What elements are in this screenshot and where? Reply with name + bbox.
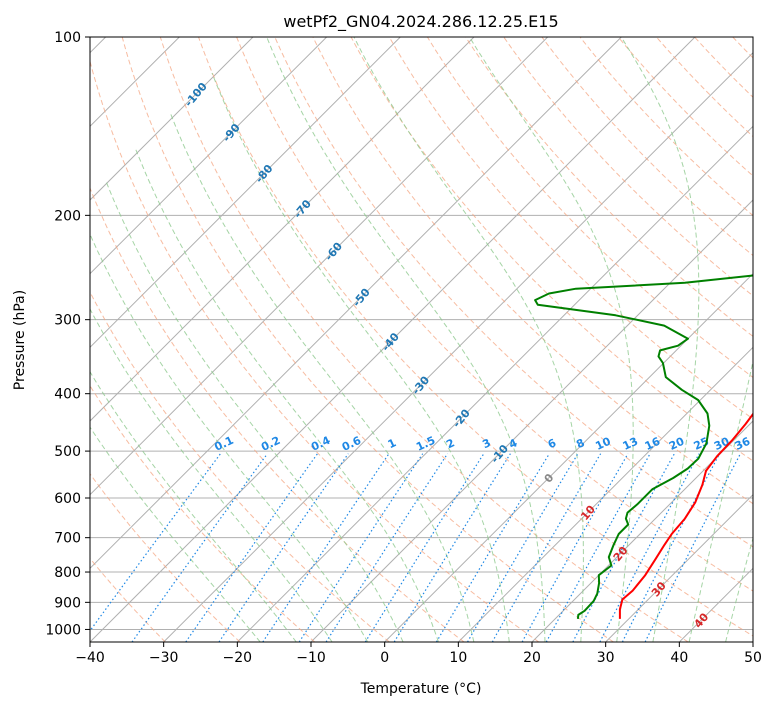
mixing-ratio-line [90,453,221,632]
moist-adiabat-line [90,232,369,642]
y-tick-label: 900 [54,595,81,611]
y-axis-label: Pressure (hPa) [12,290,28,390]
dry-adiabat-line [503,37,753,297]
dry-adiabat-line [90,472,241,642]
moist-adiabat-line [170,114,475,642]
isotherm-line [90,37,549,496]
x-tick-label: 10 [449,650,467,666]
dry-adiabat-line [90,557,166,642]
x-tick-label: 0 [380,650,389,666]
mixing-ratio-label: 13 [621,435,640,453]
moist-adiabat-line [90,426,261,642]
x-tick-label: 50 [744,650,762,666]
mixing-ratio-line [325,453,449,642]
mixing-ratio-line [364,453,485,642]
plot-area: 0.1 0.2 0.4 0.6 1 1.5 2 3 4 6 8 10 13 16 20 25 30 36-100-… [90,37,753,642]
isotherm-line [163,51,753,642]
x-tick-label: −40 [75,650,105,666]
isotherm-line [90,37,401,349]
isotherm-line [457,346,753,642]
mixing-ratio-label: 10 [593,435,613,453]
temperature-profile-line [618,412,753,619]
mixing-ratio-label: 20 [667,435,687,453]
mixing-ratio-label: 36 [733,435,753,453]
dry-adiabat-line [198,37,753,637]
moist-adiabat-line [688,358,753,642]
moist-adiabat-line [469,37,634,642]
y-tick-label: 200 [54,208,81,224]
mixing-ratio-line [298,453,424,642]
isotherm-line [531,420,753,642]
mixing-ratio-line [521,453,629,642]
dry-adiabat-line [90,59,540,642]
isotherm-line [605,493,753,642]
mixing-ratio-line [572,453,675,642]
moist-adiabat-line [90,370,297,642]
plot-frame [89,36,754,643]
y-tick-label: 100 [54,30,81,46]
moist-adiabat-line [211,72,510,642]
dewpoint-profile-line [534,274,753,619]
chart-title: wetPf2_GN04.2024.286.12.25.E15 [283,12,558,32]
y-tick-label: 500 [54,444,81,460]
dry-adiabat-line [90,291,390,642]
dry-adiabat-line [90,186,465,642]
x-tick-label: 20 [523,650,541,666]
y-tick-label: 700 [54,531,81,547]
isotherm-line [310,199,753,642]
moist-adiabat-line [105,180,404,642]
mixing-ratio-line [131,453,268,642]
dry-adiabat-line [274,37,753,548]
mixing-ratio-line [491,453,602,642]
mixing-ratio-line [185,453,318,642]
isotherm-line [236,125,753,642]
x-tick-label: −10 [296,650,326,666]
mixing-ratio-line [262,453,390,642]
isotherm-line [90,37,696,642]
y-tick-label: 300 [54,313,81,329]
mixing-ratio-label: 16 [643,435,663,453]
isotherm-line [90,37,254,201]
y-tick-label: 1000 [45,622,81,638]
x-axis-label: Temperature (°C) [360,681,482,697]
dry-adiabat-line [90,384,316,642]
mixing-ratio-label: 30 [712,435,732,453]
axes: −40 −30 −20 −10 0 10 20 30 40 50 100 200 300 400 500 60… [45,30,762,666]
mixing-ratio-line [466,453,579,642]
x-tick-label: −30 [149,650,179,666]
dry-adiabat-line [236,37,753,592]
mixing-ratio-line [218,453,349,642]
moist-adiabat-line [90,308,333,642]
dry-adiabat-line [426,37,753,379]
x-tick-label: −20 [223,650,253,666]
dry-adiabat-line [159,37,689,642]
moist-adiabat-line [266,37,546,642]
y-tick-label: 400 [54,387,81,403]
dry-adiabat-line [121,37,614,642]
x-tick-label: 30 [597,650,615,666]
y-tick-label: 800 [54,565,81,581]
isotherm-line [90,37,622,570]
dry-adiabat-line [350,37,753,462]
isotherm-line [90,37,328,275]
moist-adiabat-line [620,37,700,642]
mixing-ratio-line [599,453,700,642]
y-tick-label: 600 [54,491,81,507]
isotherm-line [90,37,475,422]
x-tick-label: 40 [670,650,688,666]
